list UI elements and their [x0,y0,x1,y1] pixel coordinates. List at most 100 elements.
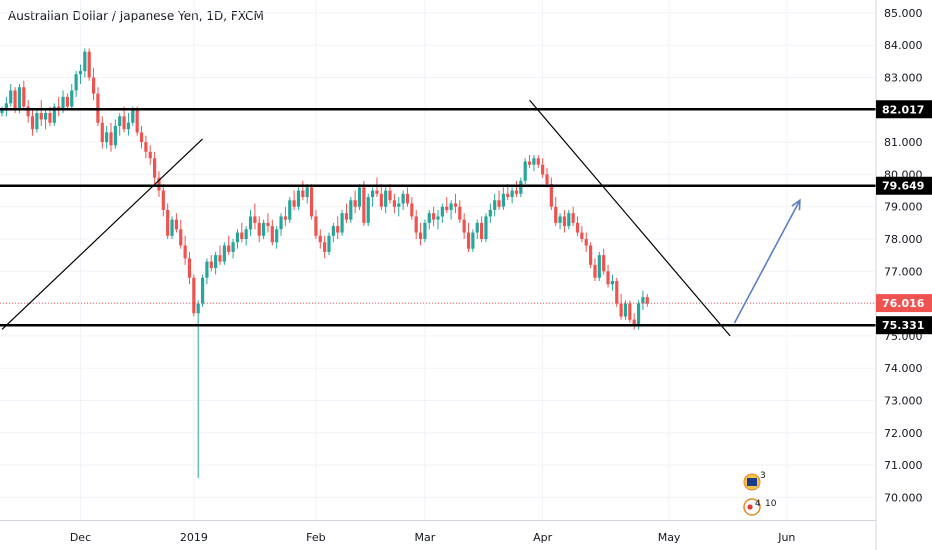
candle-body [589,245,593,265]
candle [349,197,353,223]
candle [148,145,152,165]
candle-body [562,216,567,227]
candle [458,200,462,223]
candle-body [384,190,388,207]
candle-body [275,229,279,243]
candle [279,213,283,236]
candle-body [466,232,471,249]
candle [427,209,431,230]
projection-arrow-line[interactable] [733,199,801,324]
candle [623,300,628,320]
candle [218,245,222,265]
candle-body [519,180,523,194]
candle-body [554,206,558,223]
candle [475,219,479,240]
candle-body [405,193,410,204]
candle-body [632,319,636,327]
candle [558,213,562,230]
candle [65,93,69,110]
candle [309,184,314,220]
candle-body [401,193,405,204]
candle [118,113,122,136]
candle-body [0,109,4,114]
candle [562,209,567,233]
candle-body [87,51,91,78]
candle-body [606,271,610,285]
candle-body [410,203,414,217]
candle [183,235,187,265]
candle [187,251,192,285]
candle-body [4,103,8,110]
x-tick-label: Feb [306,531,325,544]
candle-body [580,232,584,240]
candle [9,83,13,107]
candle [288,197,292,223]
trendline[interactable] [1,138,203,330]
candle [235,229,240,249]
candle [462,213,466,240]
candle [139,125,144,149]
price-labels: 82.017 79.649 75.331 76.016 [876,100,932,335]
candle [44,109,48,130]
candle-body [205,261,209,278]
candle [35,109,39,133]
candle-body [74,74,78,91]
candle-body [70,90,74,107]
candle-body [44,113,48,120]
event-badges[interactable]: 3 4 10 [743,471,777,516]
candle [545,167,549,188]
candle [275,226,279,249]
candle-body [432,213,436,220]
candle [248,209,253,236]
candle [510,187,514,204]
trendline[interactable] [529,99,731,337]
horizontal-levels[interactable] [0,108,876,327]
candle [410,197,414,220]
candle-body [301,190,305,198]
candle-body [436,216,440,220]
candle-body [153,158,157,178]
trendlines[interactable] [1,99,801,337]
candle-body [78,71,83,75]
candle [122,106,126,133]
candle-body [327,235,331,252]
level-price-label: 82.017 [882,103,924,116]
candle [519,177,523,198]
candle-body [392,200,396,207]
candle [645,293,649,307]
candle [262,219,266,240]
candle-body [183,245,187,259]
candle [305,184,309,204]
candle-body [227,245,231,252]
candle-body [52,106,56,123]
candle-body [266,222,270,227]
candle [445,197,449,214]
event-count: 3 [760,471,766,481]
level-price-tag [876,176,932,195]
candle [392,193,396,214]
candle [74,71,78,97]
candle-body [414,216,418,233]
candle-body [510,190,514,198]
candle-body [257,222,261,236]
candle-body [506,193,510,198]
candle [584,232,588,252]
candle-body [253,216,257,223]
candle-body [636,303,641,327]
candle [353,190,357,214]
candle [70,83,74,110]
candle [589,242,593,269]
candle [567,209,571,230]
candle [327,232,331,256]
candle-body [192,277,196,314]
candle-body [283,216,287,220]
candle [4,96,8,117]
candle-body [222,245,226,262]
candle [301,180,305,201]
candle-body [17,87,22,110]
candle-body [331,226,335,236]
candle-body [148,151,152,159]
grid [0,0,875,520]
candle-body [323,242,327,252]
